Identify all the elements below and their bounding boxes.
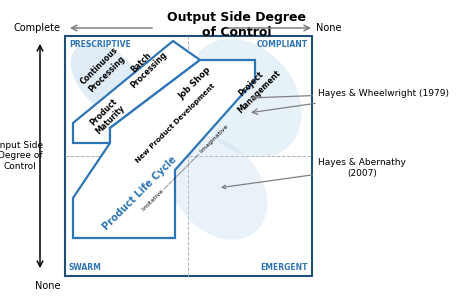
Text: Product Life Cycle: Product Life Cycle xyxy=(101,154,179,232)
Text: SWARM: SWARM xyxy=(69,263,102,272)
Text: Imitative ———————— Imaginative: Imitative ———————— Imaginative xyxy=(141,124,229,212)
Polygon shape xyxy=(73,41,200,143)
Ellipse shape xyxy=(71,43,146,117)
Text: Batch
Processing: Batch Processing xyxy=(121,42,169,90)
Text: Hayes & Abernathy
(2007): Hayes & Abernathy (2007) xyxy=(222,158,406,189)
Text: PRESCRIPTIVE: PRESCRIPTIVE xyxy=(69,40,131,49)
Text: Continuous
Processing: Continuous Processing xyxy=(79,46,127,94)
Text: None: None xyxy=(36,281,61,291)
Ellipse shape xyxy=(188,39,301,157)
Text: Complete: Complete xyxy=(14,23,61,33)
Bar xyxy=(65,36,312,276)
Text: Job Shop: Job Shop xyxy=(177,65,213,101)
Text: Hayes & Wheelwright (1979): Hayes & Wheelwright (1979) xyxy=(252,89,449,100)
Text: Input Side
Degree of
Control: Input Side Degree of Control xyxy=(0,141,43,171)
Text: None: None xyxy=(316,23,341,33)
Text: COMPLIANT: COMPLIANT xyxy=(257,40,308,49)
Ellipse shape xyxy=(169,136,267,240)
Text: New Product Development: New Product Development xyxy=(134,82,216,164)
Polygon shape xyxy=(73,60,255,238)
Text: Output Side Degree
of Control: Output Side Degree of Control xyxy=(167,11,307,39)
Text: EMERGENT: EMERGENT xyxy=(261,263,308,272)
Text: Project
Management: Project Management xyxy=(228,61,282,115)
Text: Product
Maturity: Product Maturity xyxy=(87,96,127,136)
